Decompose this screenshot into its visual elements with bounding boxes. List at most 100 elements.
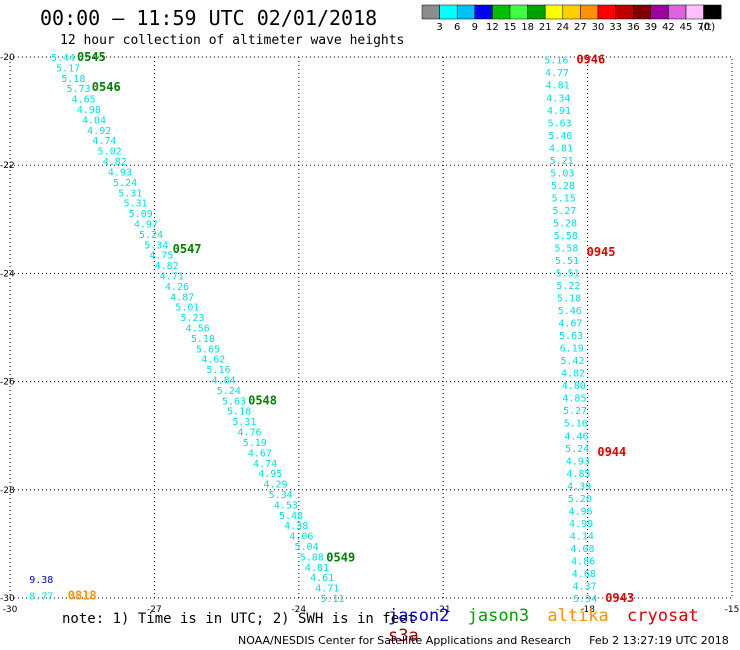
wave-height-value: 4.93 — [566, 456, 590, 467]
wave-height-value: 4.95 — [258, 469, 282, 480]
wave-height-value: 4.81 — [305, 563, 329, 574]
footer-org: NOAA/NESDIS Center for Satellite Applica… — [238, 634, 572, 647]
wave-height-value: 5.48 — [279, 511, 303, 522]
wave-height-value: 4.80 — [562, 381, 586, 392]
wave-height-value: 5.24 — [139, 230, 163, 241]
wave-height-value: 4.56 — [186, 324, 210, 335]
pass-time-label: 0943 — [605, 591, 634, 605]
wave-height-value: 4.91 — [547, 106, 571, 117]
wave-height-value: 4.29 — [263, 480, 287, 491]
satellite-legend: jason2 jason3 altika cryosat s3a — [388, 606, 740, 646]
wave-height-value: 4.65 — [72, 95, 96, 106]
wave-height-value: 4.04 — [82, 115, 106, 126]
wave-height-value: 5.65 — [196, 344, 220, 355]
colorbar-swatch — [703, 4, 722, 20]
colorbar-label: 27 — [574, 22, 587, 33]
wave-height-value: 5.04 — [295, 542, 319, 553]
footer-timestamp: Feb 2 13:27:19 UTC 2018 — [589, 634, 729, 647]
wave-height-value: 4.68 — [572, 569, 596, 580]
wave-height-value: 4.46 — [564, 431, 588, 442]
y-tick-label: -20 — [0, 53, 15, 63]
wave-height-value: 5.20 — [568, 494, 592, 505]
pass-time-label: 0545 — [77, 50, 106, 64]
wave-height-value: 4.74 — [92, 136, 116, 147]
wave-height-value: 5.31 — [123, 199, 147, 210]
wave-height-value: 4.06 — [289, 532, 313, 543]
wave-height-value: 4.77 — [545, 68, 569, 79]
wave-height-value: 4.76 — [238, 428, 262, 439]
wave-height-value: 5.16 — [564, 419, 588, 430]
pass-time-label: 0818 — [68, 588, 97, 602]
colorbar-label: 15 — [504, 22, 517, 33]
wave-height-value: 4.82 — [155, 261, 179, 272]
wave-height-value: 4.99 — [569, 519, 593, 530]
wave-height-value: 5.28 — [553, 218, 577, 229]
wave-height-value: 4.98 — [77, 105, 101, 116]
wave-height-value: 5.63 — [559, 331, 583, 342]
wave-height-value: 4.87 — [170, 292, 194, 303]
x-tick-label: -27 — [147, 605, 162, 615]
wave-height-value: 8.77 — [29, 591, 53, 602]
x-tick-label: -24 — [291, 605, 306, 615]
wave-height-value: 5.15 — [552, 193, 576, 204]
wave-height-value: 5.42 — [560, 356, 584, 367]
y-tick-label: -30 — [0, 594, 15, 604]
wave-height-value: 5.02 — [98, 147, 122, 158]
wave-height-value: 4.92 — [87, 126, 111, 137]
wave-height-value: 5.88 — [300, 552, 324, 563]
wave-height-value: 5.18 — [61, 74, 85, 85]
y-tick-label: -28 — [0, 486, 15, 496]
wave-height-value: 5.18 — [191, 334, 215, 345]
legend-jason2: jason2 — [388, 606, 450, 626]
pass-time-label: 0549 — [326, 550, 355, 564]
colorbar-label: 9 — [472, 22, 478, 33]
colorbar-label: 70 — [697, 22, 710, 33]
wave-height-value: 4.81 — [549, 143, 573, 154]
pass-time-label: 0547 — [173, 242, 202, 256]
legend-cryosat: cryosat — [627, 606, 699, 626]
wave-height-value: 4.67 — [558, 319, 582, 330]
wave-height-value: 4.85 — [562, 394, 586, 405]
wave-height-value: 4.86 — [571, 556, 595, 567]
wave-height-value: 4.93 — [108, 167, 132, 178]
colorbar-label: 33 — [609, 22, 622, 33]
wave-height-value: 5.51 — [555, 256, 579, 267]
wave-height-value: 5.23 — [180, 313, 204, 324]
wave-height-value: 4.37 — [572, 581, 596, 592]
wave-height-value: 4.61 — [310, 573, 334, 584]
wave-height-value: 4.85 — [566, 469, 590, 480]
wave-height-value: 5.21 — [550, 156, 574, 167]
wave-height-value: 5.24 — [565, 444, 589, 455]
wave-height-value: 5.01 — [175, 303, 199, 314]
colorbar-unit: (ft) — [700, 22, 715, 33]
colorbar-label: 42 — [662, 22, 675, 33]
colorbar-label: 6 — [454, 22, 460, 33]
wave-height-value: 4.26 — [165, 282, 189, 293]
wave-height-value: 4.74 — [253, 459, 277, 470]
wave-height-value: 5.27 — [552, 206, 576, 217]
x-tick-label: -18 — [580, 605, 595, 615]
pass-time-label: 0944 — [597, 445, 626, 459]
wave-height-value: 5.11 — [320, 594, 344, 605]
wave-height-value: 5.34 — [269, 490, 293, 501]
wave-height-value: 6.19 — [560, 344, 584, 355]
colorbar-label: 21 — [539, 22, 552, 33]
wave-height-value: 4.71 — [315, 584, 339, 595]
x-tick-label: -30 — [3, 605, 18, 615]
wave-height-value: 5.63 — [222, 396, 246, 407]
wave-height-value: 5.31 — [232, 417, 256, 428]
wave-height-value: 4.75 — [149, 251, 173, 262]
wave-height-value: 4.84 — [212, 376, 236, 387]
wave-height-value: 5.16 — [544, 56, 568, 67]
wave-height-value: 5.28 — [551, 181, 575, 192]
wave-height-value: 5.16 — [206, 365, 230, 376]
footer: NOAA/NESDIS Center for Satellite Applica… — [238, 634, 729, 647]
note-text: note: 1) Time is in UTC; 2) SWH is in fe… — [62, 611, 417, 627]
wave-height-value: 4.34 — [546, 93, 570, 104]
page-subtitle: 12 hour collection of altimeter wave hei… — [60, 33, 405, 48]
wave-height-value: 5.19 — [243, 438, 267, 449]
wave-height-value: 5.31 — [118, 188, 142, 199]
wave-height-value: 5.44 — [51, 53, 75, 64]
pass-time-label: 0546 — [92, 80, 121, 94]
